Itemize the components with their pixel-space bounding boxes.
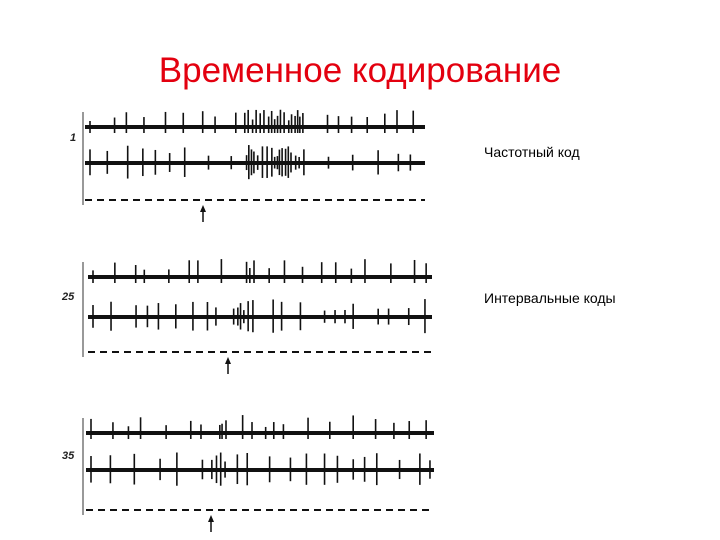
slide-title: Временное кодирование	[159, 51, 561, 90]
arrow-head	[225, 357, 231, 364]
panel-label: 1	[70, 132, 76, 144]
arrow-head	[208, 515, 214, 522]
arrow-head	[200, 205, 206, 212]
spike-figure	[82, 109, 434, 532]
panel-label: 35	[62, 450, 75, 462]
annotation: Частотный код	[484, 144, 580, 160]
panel-label: 25	[61, 291, 75, 303]
annotation: Интервальные коды	[484, 290, 616, 306]
